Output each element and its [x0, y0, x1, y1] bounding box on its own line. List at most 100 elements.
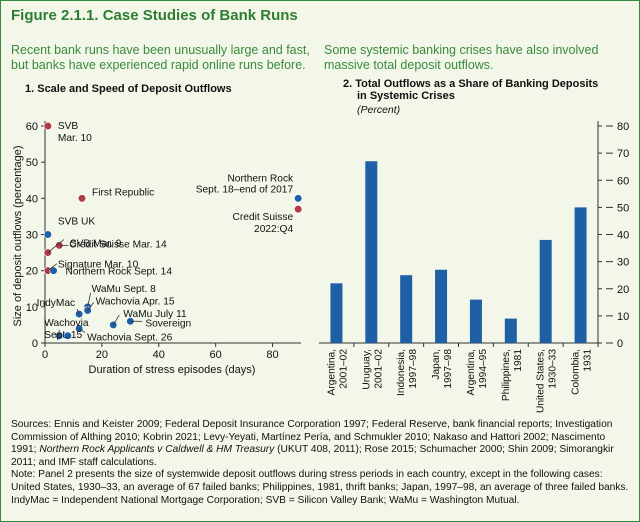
point-label: 2022:Q4 — [254, 224, 293, 235]
bar-y-tick-label: 60 — [617, 175, 629, 187]
point-label: Mar. 10 — [58, 133, 92, 144]
figure-title: Figure 2.1.1. Case Studies of Bank Runs — [11, 7, 298, 24]
bar — [435, 269, 448, 343]
bar-series — [330, 161, 587, 343]
bar — [539, 239, 552, 343]
bar-y-tick-label: 10 — [617, 311, 629, 323]
bar-category-label-line: Indonesia, — [396, 349, 407, 396]
charts-canvas: 1. Scale and Speed of Deposit Outflows 0… — [12, 78, 629, 413]
y-tick-label: 30 — [26, 230, 38, 242]
bar-category-labels: Argentina, 2001–02 Uruguay, 2001–02 Indonesi… — [326, 349, 593, 413]
panel1-subtitle: Recent bank runs have been unusually lar… — [11, 43, 310, 72]
scatter-panel: 1. Scale and Speed of Deposit Outflows 0… — [12, 83, 303, 376]
bar-category-label: Indonesia, 1997–98 — [396, 349, 419, 396]
y-tick-label: 50 — [26, 157, 38, 169]
bar-panel: 2. Total Outflows as a Share of Banking … — [319, 78, 629, 413]
y-tick-label: 40 — [26, 193, 38, 205]
scatter-point — [294, 205, 303, 214]
bar-category-label-line: 1981 — [513, 349, 524, 372]
y-tick-label: 10 — [26, 302, 38, 314]
scatter-axes: 0 10 20 30 40 50 60 0 20 40 60 80 — [26, 121, 301, 361]
bar — [469, 299, 482, 343]
point-leader-line — [87, 302, 94, 311]
scatter-point — [63, 331, 72, 340]
bar-category-label: Uruguay, 2001–02 — [361, 349, 384, 390]
point-label: Sovereign — [145, 318, 191, 329]
bar-y-tick-label: 0 — [617, 338, 623, 350]
bar-y-tick-label: 50 — [617, 202, 629, 214]
bar-category-label-line: 2001–02 — [338, 349, 349, 389]
bar-category-label-line: 1931 — [583, 349, 594, 372]
bar — [504, 318, 517, 343]
point-leader-line — [76, 308, 80, 315]
sources-main: Sources: Ennis and Keister 2009; Federal… — [11, 419, 613, 456]
bar-category-label-line: Japan, — [431, 349, 442, 380]
point-label: First Republic — [92, 187, 154, 198]
bar-category-label: Philippines, 1981 — [501, 349, 524, 401]
point-label: Sept. 15 — [44, 330, 82, 341]
bar-category-label: United States, 1930–33 — [536, 349, 559, 413]
point-label: Signature Mar. 10 — [58, 260, 139, 271]
bar-category-label-line: Philippines, — [501, 349, 512, 401]
bar-category-label: Argentina, 2001–02 — [326, 349, 349, 396]
point-label: Wachovia — [44, 318, 89, 329]
point-label: WaMu July 11 — [123, 309, 187, 320]
point-leader-line — [47, 263, 58, 271]
scatter-point — [43, 230, 52, 239]
point-label: Northern Rock Sept. 14 — [66, 267, 173, 278]
sources-text: Sources: Ennis and Keister 2009; Federal… — [11, 419, 633, 469]
point-label: Northern Rock — [227, 173, 294, 184]
point-leader-line — [47, 239, 65, 253]
scatter-point — [43, 121, 52, 131]
bar-category-label-line: Argentina, — [326, 349, 337, 395]
scatter-point — [83, 306, 92, 315]
scatter-point — [77, 194, 87, 203]
point-leader-line — [78, 328, 86, 333]
note-text: Note: Panel 2 presents the size of syste… — [11, 469, 629, 506]
bar-y-tick-label: 20 — [617, 284, 629, 296]
bar — [574, 207, 587, 343]
figure-notes: Sources: Ennis and Keister 2009; Federal… — [11, 419, 633, 507]
bar-category-label: Colombia, 1931 — [571, 349, 594, 395]
point-label: Sept. 18–end of 2017 — [196, 184, 294, 195]
scatter-point — [49, 266, 58, 275]
x-tick-label: 60 — [210, 349, 222, 361]
sources-end: (UKUT 408, 2011); Rose 2015; Schumacher … — [11, 444, 614, 468]
scatter-point — [109, 320, 118, 330]
y-tick-label: 60 — [26, 121, 38, 133]
point-label: IndyMac — [37, 298, 76, 309]
scatter-x-axis-label: Duration of stress episodes (days) — [89, 364, 256, 376]
point-label: Wachovia Sept. 26 — [87, 333, 172, 344]
point-label: Credit Suisse Mar. 14 — [69, 239, 167, 250]
bar-category-label-line: 1930–33 — [548, 349, 559, 389]
bar-title-line1: 2. Total Outflows as a Share of Banking … — [343, 78, 598, 90]
scatter-y-axis-label: Size of deposit outflows (percentage) — [12, 146, 24, 327]
x-tick-label: 40 — [153, 349, 165, 361]
point-leader-line — [112, 314, 120, 326]
bar — [330, 283, 343, 343]
bar-y-tick-label: 70 — [617, 148, 629, 160]
point-label: SVB Mar. 9 — [70, 239, 122, 250]
bar-category-label-line: Argentina, — [466, 349, 477, 395]
y-tick-label: 20 — [26, 266, 38, 278]
scatter-point — [294, 194, 303, 203]
bar-y-tick-label: 40 — [617, 230, 629, 242]
scatter-title: 1. Scale and Speed of Deposit Outflows — [25, 83, 232, 95]
x-tick-label: 20 — [96, 349, 108, 361]
bar-category-label-line: 1997–98 — [443, 349, 454, 389]
point-leader-line — [87, 292, 92, 307]
bar — [365, 161, 378, 343]
bar-category-label-line: Uruguay, — [361, 349, 372, 390]
x-tick-label: 0 — [42, 349, 48, 361]
bar-category-label: Argentina, 1994–95 — [466, 349, 489, 396]
point-label: Credit Suisse — [233, 212, 294, 223]
bar-category-label-line: 2001–02 — [373, 349, 384, 389]
point-label: Wachovia Apr. 15 — [96, 296, 175, 307]
point-label: SVB — [58, 121, 79, 132]
point-label: SVB UK — [58, 217, 96, 228]
bar-category-label: Japan, 1997–98 — [431, 349, 454, 389]
point-label: WaMu Sept. 8 — [92, 284, 157, 295]
bar-y-tick-label: 30 — [617, 257, 629, 269]
